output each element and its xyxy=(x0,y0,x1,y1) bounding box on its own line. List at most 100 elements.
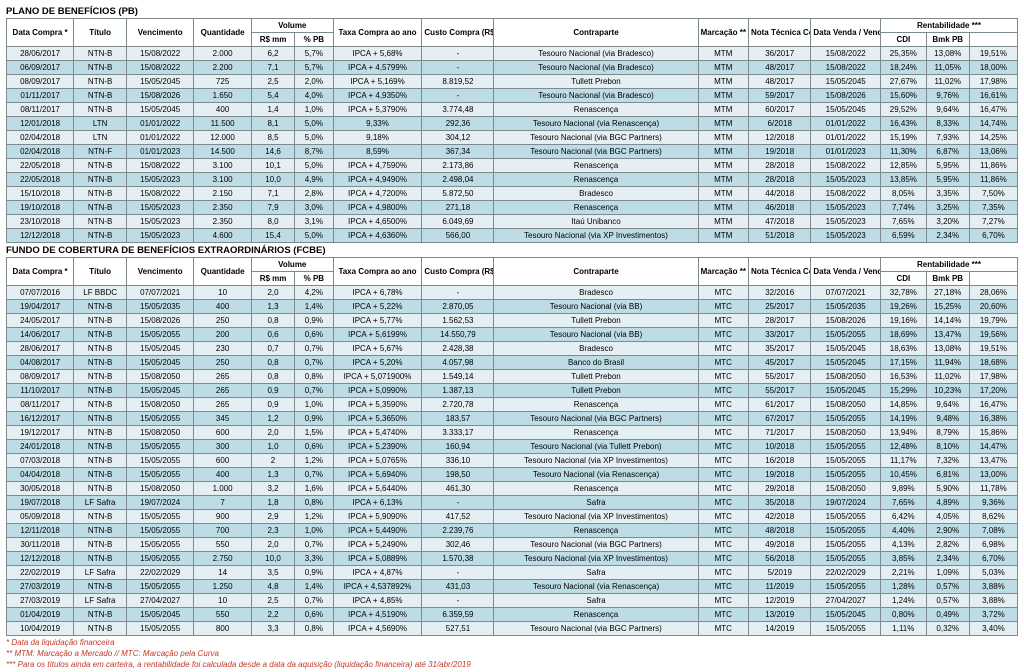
cell: 55/2017 xyxy=(748,384,810,398)
cell: 45/2017 xyxy=(748,356,810,370)
cell: 2.350 xyxy=(194,201,252,215)
cell: 0,9% xyxy=(295,566,333,580)
cell: 01/11/2017 xyxy=(7,89,74,103)
cell: 1,28% xyxy=(881,580,927,594)
cell: 15/05/2055 xyxy=(811,622,881,636)
col-header: Data Venda / Vencimento * xyxy=(811,258,881,286)
cell: 527,51 xyxy=(422,622,494,636)
cell: IPCA + 5,0889% xyxy=(333,552,422,566)
cell: 01/01/2023 xyxy=(127,145,194,159)
cell: 29,52% xyxy=(881,103,927,117)
cell: MTC xyxy=(698,510,748,524)
cell: 0,9% xyxy=(295,314,333,328)
cell: Renascença xyxy=(494,159,698,173)
cell: 15/05/2055 xyxy=(811,552,881,566)
col-header: Custo Compra (R$) xyxy=(422,258,494,286)
cell: MTM xyxy=(698,215,748,229)
cell: 2.720,78 xyxy=(422,398,494,412)
cell: 36/2017 xyxy=(748,47,810,61)
cell: MTC xyxy=(698,328,748,342)
cell: NTN-B xyxy=(74,342,127,356)
cell: 6,81% xyxy=(926,468,969,482)
cell: 0,8 xyxy=(251,356,294,370)
cell: MTC xyxy=(698,468,748,482)
cell: 13,94% xyxy=(881,426,927,440)
cell: 15/08/2050 xyxy=(811,482,881,496)
cell: 0,49% xyxy=(926,608,969,622)
cell: 44/2018 xyxy=(748,187,810,201)
cell: 15/05/2055 xyxy=(127,552,194,566)
cell: MTC xyxy=(698,412,748,426)
cell: 8,7% xyxy=(295,145,333,159)
cell: IPCA + 4,7200% xyxy=(333,187,422,201)
cell: 35/2018 xyxy=(748,496,810,510)
cell: MTC xyxy=(698,552,748,566)
table-row: 27/03/2019NTN-B15/05/20551.2504,81,4%IPC… xyxy=(7,580,1018,594)
cell: IPCA + 6,13% xyxy=(333,496,422,510)
col-subheader: % PB xyxy=(295,33,333,47)
table-row: 28/06/2017NTN-B15/08/20222.0006,25,7%IPC… xyxy=(7,47,1018,61)
cell: 13,00% xyxy=(969,468,1017,482)
cell: 11,17% xyxy=(881,454,927,468)
cell: 2.150 xyxy=(194,187,252,201)
cell: 1,24% xyxy=(881,594,927,608)
cell: 7,9 xyxy=(251,201,294,215)
cell: 271,18 xyxy=(422,201,494,215)
cell: 01/01/2022 xyxy=(811,131,881,145)
cell: NTN-B xyxy=(74,300,127,314)
cell: 3,88% xyxy=(969,580,1017,594)
cell: 431,03 xyxy=(422,580,494,594)
cell: 22/02/2029 xyxy=(127,566,194,580)
cell: Tullett Prebon xyxy=(494,384,698,398)
cell: 1,4% xyxy=(295,580,333,594)
cell: Renascença xyxy=(494,173,698,187)
cell: 15/08/2050 xyxy=(127,370,194,384)
cell: 198,50 xyxy=(422,468,494,482)
cell: 3,5 xyxy=(251,566,294,580)
cell: 22/05/2018 xyxy=(7,173,74,187)
cell: 11,05% xyxy=(926,61,969,75)
cell: 700 xyxy=(194,524,252,538)
cell: 19/2018 xyxy=(748,468,810,482)
cell: 400 xyxy=(194,468,252,482)
cell: 1,6% xyxy=(295,482,333,496)
table-row: 22/02/2019LF Safra22/02/2029143,50,9%IPC… xyxy=(7,566,1018,580)
col-header: Data Compra * xyxy=(7,19,74,47)
cell: 2.200 xyxy=(194,61,252,75)
cell: 10/04/2019 xyxy=(7,622,74,636)
cell: 16/2018 xyxy=(748,454,810,468)
cell: 0,7% xyxy=(295,384,333,398)
cell: 2,0 xyxy=(251,538,294,552)
cell: 6/2018 xyxy=(748,117,810,131)
cell: Tullett Prebon xyxy=(494,370,698,384)
cell: MTC xyxy=(698,300,748,314)
cell: 0,9 xyxy=(251,384,294,398)
cell: 9,64% xyxy=(926,398,969,412)
cell: 2,3 xyxy=(251,524,294,538)
cell: 07/07/2021 xyxy=(811,286,881,300)
cell: NTN-B xyxy=(74,75,127,89)
cell: 2,2 xyxy=(251,608,294,622)
cell: 6,87% xyxy=(926,145,969,159)
cell: 47/2018 xyxy=(748,215,810,229)
cell: 11,02% xyxy=(926,370,969,384)
table-row: 19/12/2017NTN-B15/08/20506002,01,5%IPCA … xyxy=(7,426,1018,440)
cell: 15/05/2045 xyxy=(811,608,881,622)
cell: 2,9 xyxy=(251,510,294,524)
cell: 8,0 xyxy=(251,215,294,229)
table-row: 22/05/2018NTN-B15/05/20233.10010,04,9%IP… xyxy=(7,173,1018,187)
cell: Tesouro Nacional (via XP Investimentos) xyxy=(494,454,698,468)
cell: 15/08/2022 xyxy=(811,187,881,201)
col-header: Nota Técnica Compra xyxy=(748,19,810,47)
cell: IPCA + 5,6940% xyxy=(333,468,422,482)
cell: MTC xyxy=(698,314,748,328)
cell: IPCA + 4,6360% xyxy=(333,229,422,243)
cell: 12/12/2018 xyxy=(7,552,74,566)
cell: 265 xyxy=(194,398,252,412)
cell: IPCA + 5,0765% xyxy=(333,454,422,468)
cell: 19/12/2017 xyxy=(7,426,74,440)
cell: 3,72% xyxy=(969,608,1017,622)
table-row: 10/04/2019NTN-B15/05/20558003,30,8%IPCA … xyxy=(7,622,1018,636)
cell: 3,3 xyxy=(251,622,294,636)
cell: 7,08% xyxy=(969,524,1017,538)
